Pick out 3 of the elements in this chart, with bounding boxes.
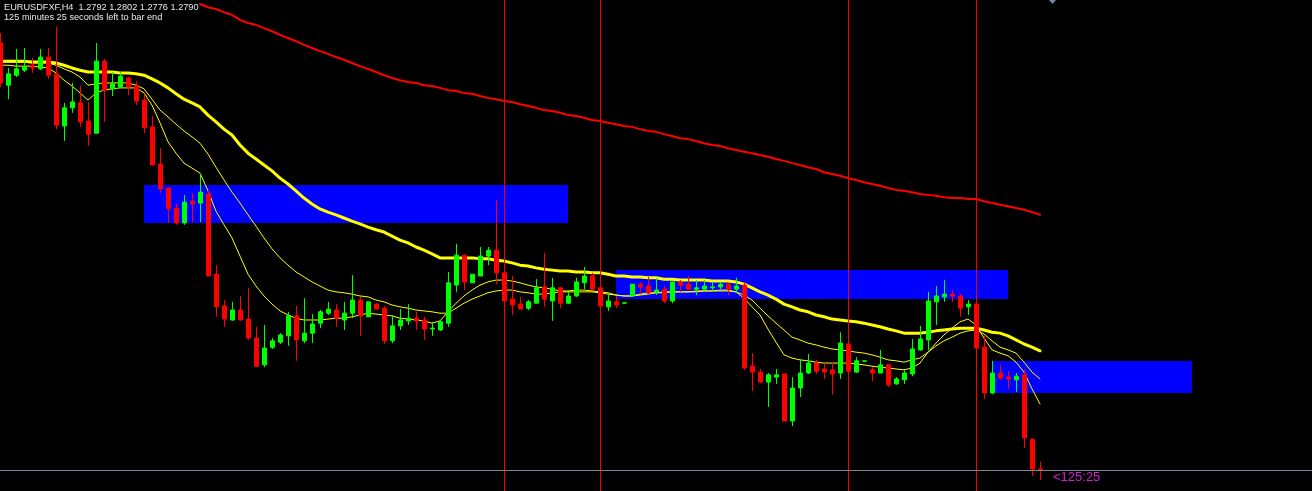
chart-title: EURUSDFXF,H4 1.2792 1.2802 1.2776 1.2790 [4, 2, 199, 12]
annotation: <125:25 [1053, 469, 1101, 485]
chart-subtitle: 125 minutes 25 seconds left to bar end [4, 12, 163, 22]
